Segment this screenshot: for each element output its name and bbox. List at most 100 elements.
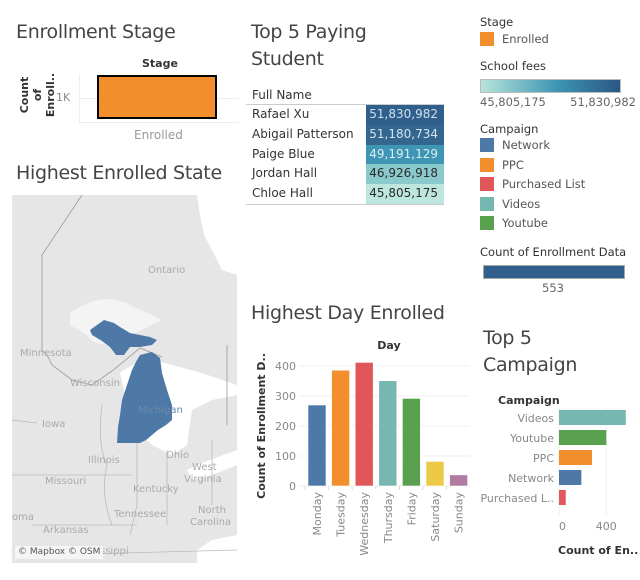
map-title: Highest Enrolled State (16, 162, 222, 184)
legend-swatch (480, 216, 494, 231)
campaign-bar-network[interactable] (559, 470, 582, 485)
state-borders-horizontal (12, 419, 237, 556)
campaign-header-label: Campaign (498, 394, 560, 407)
michigan-shape[interactable] (90, 320, 172, 443)
legend-swatch (480, 157, 494, 172)
campaign-y-tick-label: PPC (533, 452, 554, 465)
table-row[interactable]: Jordan Hall 46,926,918 (246, 164, 444, 185)
fees-legend-title: School fees (480, 58, 547, 73)
day-y-tick: 400 (275, 360, 296, 373)
day-y-tick: 200 (275, 420, 296, 433)
atlantic-ocean (197, 535, 237, 563)
day-bar-sunday[interactable] (449, 474, 468, 487)
stage-legend-item[interactable]: Enrolled (480, 29, 640, 49)
student-name-cell: Chloe Hall (252, 186, 313, 201)
school-fee-cell: 49,191,129 (366, 144, 444, 165)
map-label-ontario: Ontario (148, 265, 186, 276)
campaign-chart-svg: Campaign 0 400 Videos Youtube PPC Network Purch… (480, 394, 638, 557)
campaign-y-tick-label: Purchased L.. (480, 492, 554, 505)
full-name-header[interactable]: Full Name (246, 86, 444, 105)
day-bar-wednesday[interactable] (354, 362, 374, 487)
day-header-label: Day (377, 339, 400, 352)
stage-y-axis-label: Count of Enroll.. (18, 72, 57, 122)
legend-swatch (480, 196, 494, 211)
day-x-tick-label: Tuesday (335, 492, 348, 538)
stage-legend-title: Stage (480, 15, 514, 29)
stage-baseline (79, 122, 239, 123)
stage-ylabel-line1: Count of (18, 76, 44, 114)
legend-swatch (480, 177, 494, 192)
top-paying-title-line1: Top 5 Paying (251, 21, 367, 43)
campaign-title-line1: Top 5 (483, 327, 532, 349)
legend-label: Youtube (502, 216, 548, 231)
enrollment-stage-title: Enrollment Stage (16, 21, 176, 43)
state-borders-vertical (129, 430, 213, 536)
map-label-north: North (198, 505, 226, 516)
student-name-cell: Jordan Hall (252, 166, 318, 181)
legend-label: Network (502, 138, 551, 153)
mississippi-river (99, 404, 113, 526)
fees-gradient-bar (480, 78, 621, 93)
campaign-bar-chart: Campaign 0 400 Videos Youtube PPC Network Purch… (470, 380, 640, 576)
day-x-tick-label: Sunday (453, 492, 466, 534)
map-label-iowa: Iowa (42, 419, 66, 430)
map-label-arkansas: Arkansas (43, 525, 89, 536)
top-paying-title-line2: Student (251, 48, 324, 70)
legends-panel: Stage Enrolled School fees 45,805,175 51… (480, 15, 640, 295)
count-size-bar (483, 265, 625, 279)
fees-max-label: 51,830,982 (570, 94, 636, 109)
campaign-legend-item[interactable]: PPC (480, 155, 640, 175)
map-label-tennessee: Tennessee (114, 509, 167, 520)
map-label-west: West (192, 462, 217, 473)
stage-category-label: Enrolled (134, 128, 183, 142)
student-name-cell: Rafael Xu (252, 107, 310, 121)
table-row[interactable]: Paige Blue 49,191,129 (246, 144, 444, 165)
student-name-cell: Paige Blue (252, 146, 315, 161)
day-bar-thursday[interactable] (378, 380, 398, 487)
campaign-x-tick: 0 (559, 520, 566, 533)
student-name-cell: Abigail Patterson (252, 126, 354, 141)
day-bar-friday[interactable] (402, 398, 421, 487)
map-label-mississippi-partial: ssippi (100, 546, 129, 557)
day-x-tick-label: Wednesday (358, 492, 371, 556)
legend-swatch (480, 31, 494, 46)
campaign-bar-purchased-l[interactable] (559, 490, 566, 505)
day-y-tick: 100 (275, 450, 296, 463)
day-y-tick: 300 (275, 390, 296, 403)
school-fee-cell: 46,926,918 (366, 164, 444, 185)
campaign-bar-ppc[interactable] (559, 450, 592, 465)
campaign-legend-title: Campaign (480, 121, 539, 136)
table-row[interactable]: Chloe Hall 45,805,175 (246, 184, 444, 204)
table-row[interactable]: Abigail Patterson 51,180,734 (246, 124, 444, 145)
campaign-bar-videos[interactable] (559, 410, 626, 425)
map-canvas (12, 195, 237, 563)
day-bar-monday[interactable] (307, 404, 327, 487)
legend-swatch (480, 138, 494, 153)
legend-label: Purchased List (502, 177, 586, 192)
campaign-title-line2: Campaign (483, 354, 578, 376)
day-bar-tuesday[interactable] (331, 369, 350, 487)
campaign-legend-item[interactable]: Youtube (480, 214, 640, 234)
count-value-label: 553 (542, 281, 564, 295)
day-bar-saturday[interactable] (425, 461, 445, 487)
day-x-tick-label: Monday (311, 492, 324, 536)
enrolled-state-map[interactable]: Ontario Minnesota Wisconsin Michigan Iow… (12, 195, 237, 563)
campaign-legend-item[interactable]: Videos (480, 194, 640, 214)
campaign-legend-item[interactable]: Purchased List (480, 175, 640, 195)
stage-y-tick: 1K (56, 91, 71, 104)
canada-us-border (41, 195, 163, 386)
day-x-tick-label: Friday (405, 492, 418, 526)
campaign-legend-item[interactable]: Network (480, 136, 640, 156)
day-chart-title: Highest Day Enrolled (251, 302, 445, 324)
day-y-axis-label: Count of Enrollment D.. (255, 353, 268, 499)
day-x-tick-label: Thursday (382, 492, 395, 545)
campaign-bar-youtube[interactable] (559, 430, 607, 445)
stage-bar-enrolled[interactable] (97, 75, 217, 119)
map-label-ohio: Ohio (166, 450, 190, 461)
map-label-missouri: Missouri (45, 476, 87, 487)
map-attribution[interactable]: © Mapbox © OSM (15, 546, 104, 559)
legend-label: Enrolled (502, 31, 549, 46)
map-label-oklahoma-partial: oma (12, 512, 34, 523)
table-bottom-border (246, 203, 444, 206)
table-row[interactable]: Rafael Xu 51,830,982 (246, 105, 444, 125)
